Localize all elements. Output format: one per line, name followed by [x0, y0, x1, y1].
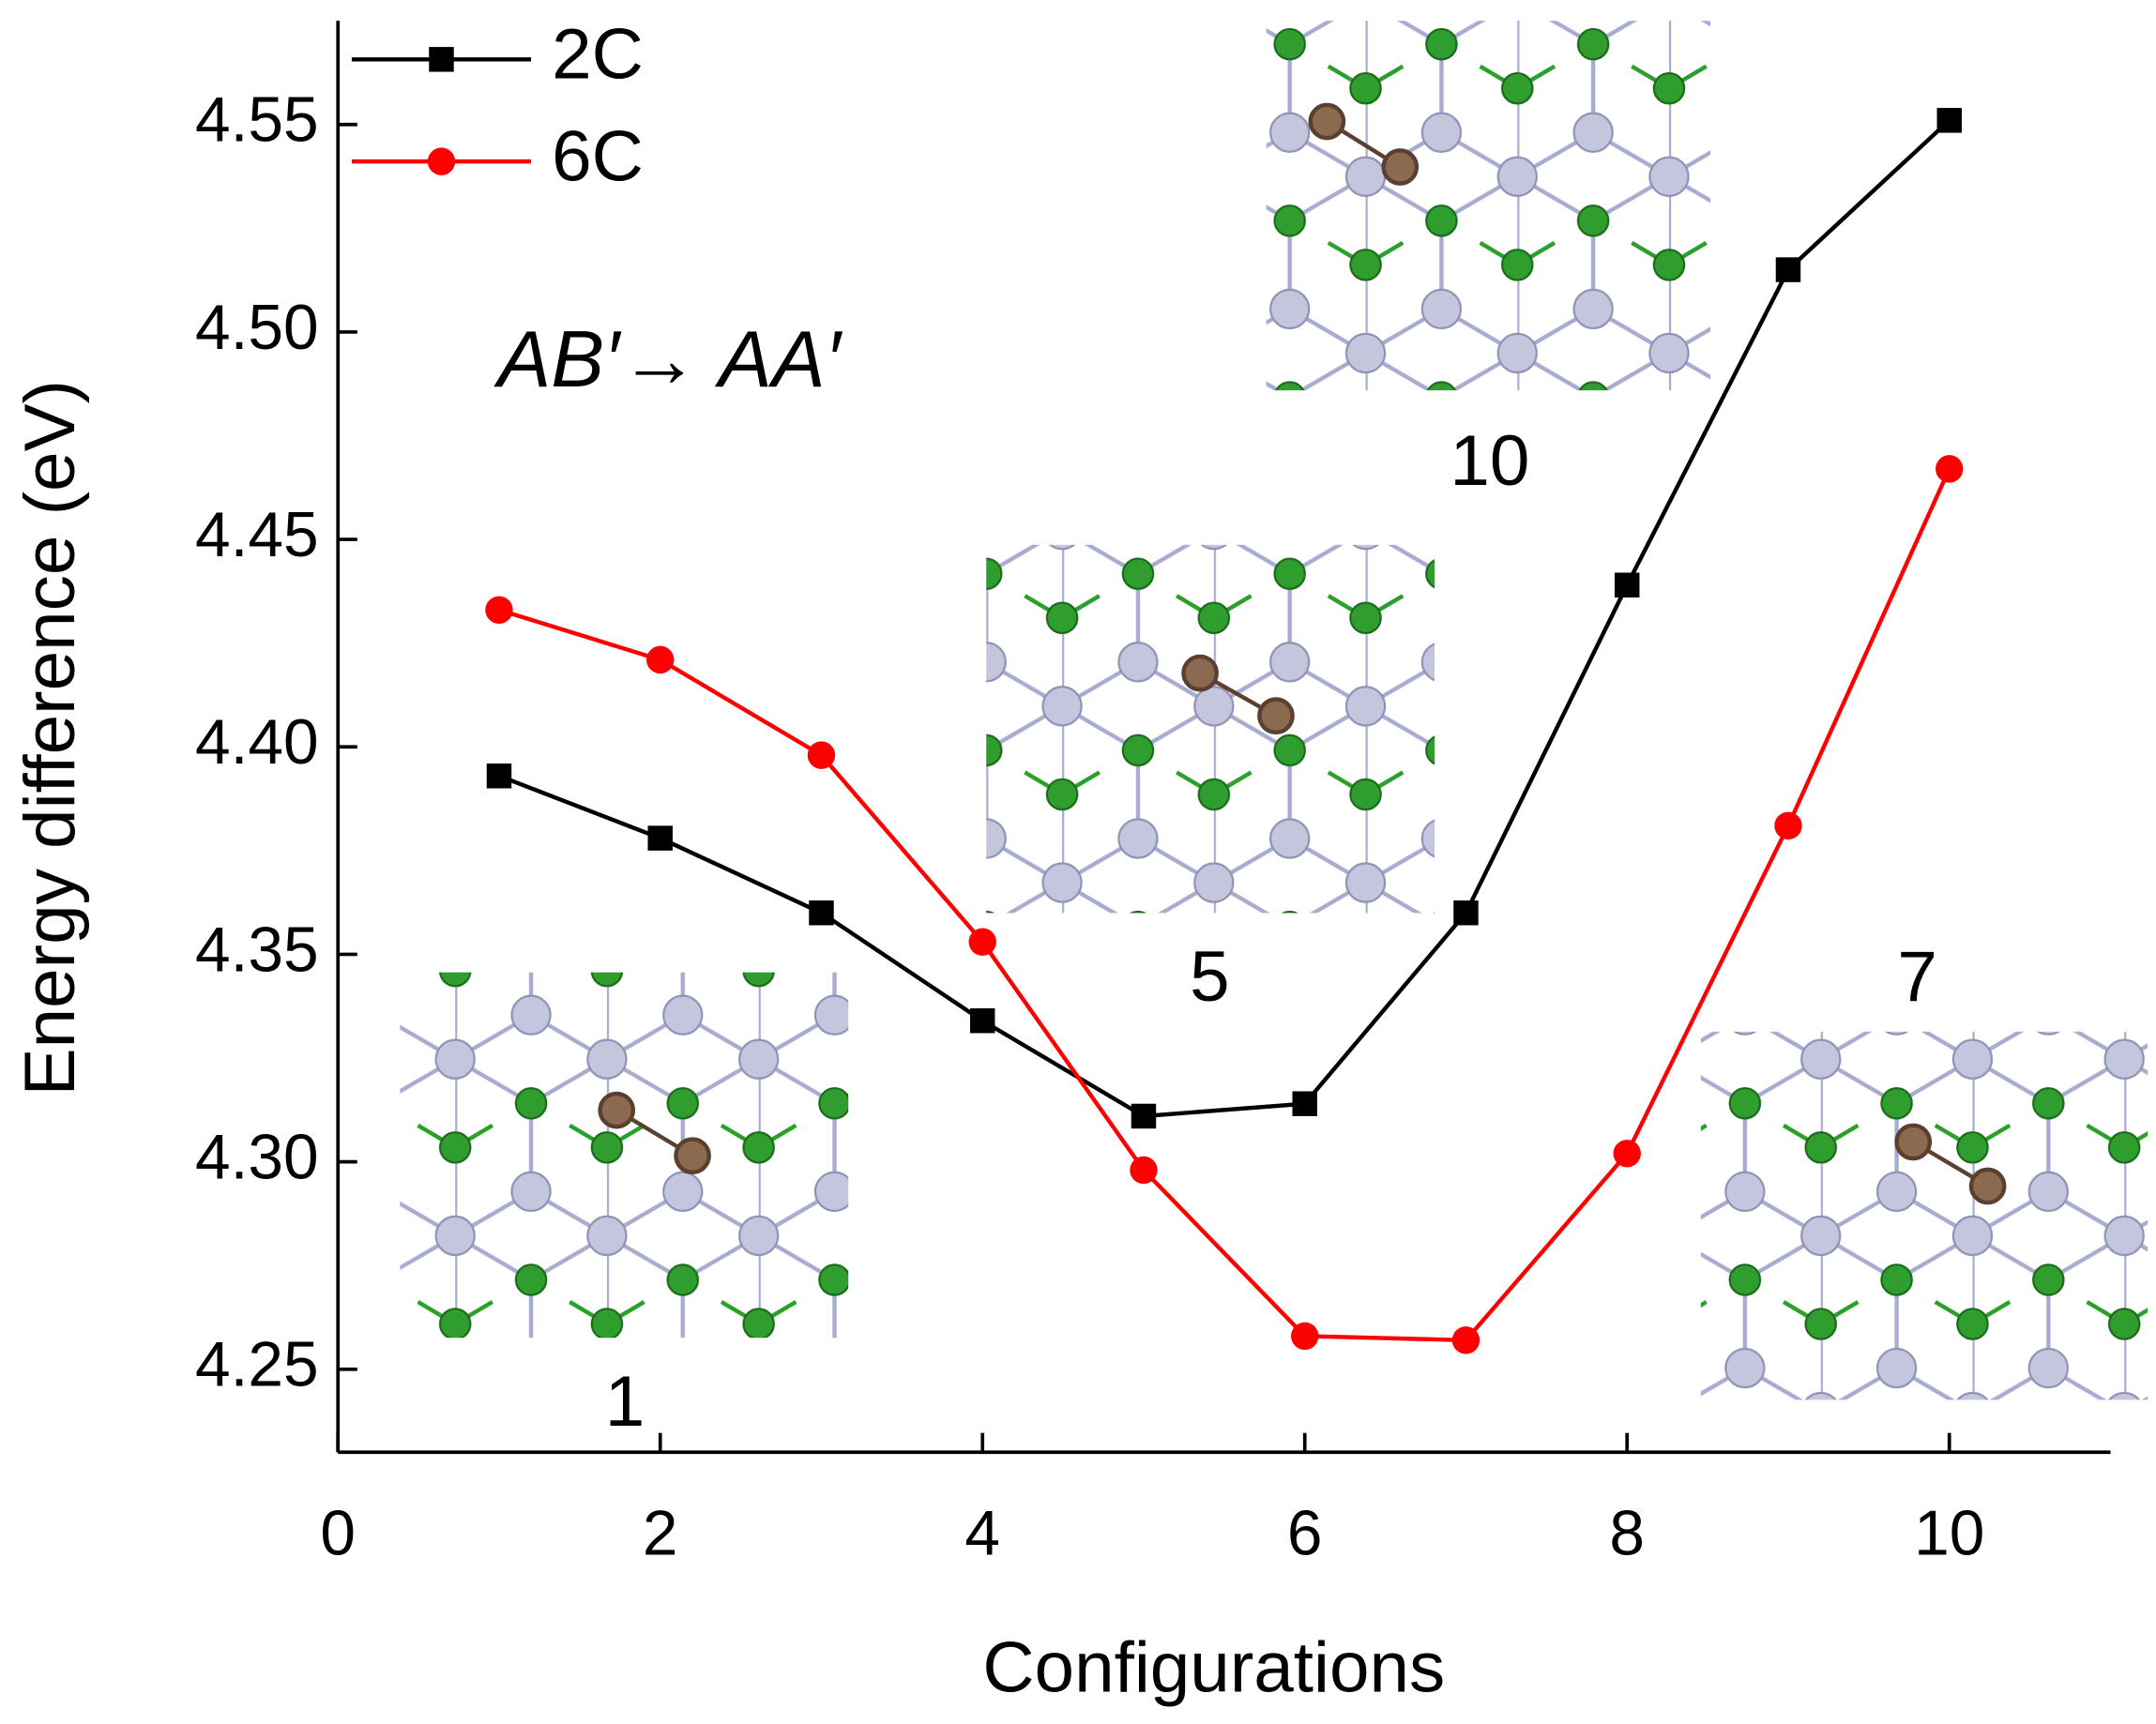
data-point: [968, 928, 996, 956]
legend-marker: [429, 47, 454, 72]
data-point: [1613, 1140, 1641, 1168]
x-tick-label: 2: [643, 1498, 678, 1568]
data-point: [1292, 1091, 1317, 1116]
data-point: [646, 645, 675, 674]
series-line: [498, 118, 1951, 1119]
data-point: [1131, 1103, 1157, 1129]
y-tick-label: 4.35: [195, 915, 319, 985]
structure-inset: [986, 544, 1435, 914]
inset-label: 1: [605, 1362, 645, 1442]
data-point: [1291, 1322, 1319, 1351]
structure-inset: [1700, 1031, 2148, 1400]
x-tick-label: 6: [1287, 1498, 1323, 1568]
y-tick-label: 4.40: [195, 707, 319, 778]
data-point: [1614, 572, 1640, 597]
x-tick-label: 0: [320, 1498, 356, 1568]
data-point: [969, 1007, 995, 1034]
data-point: [1775, 257, 1801, 282]
y-axis-label: Energy difference (eV): [10, 380, 90, 1096]
data-point: [1453, 900, 1479, 926]
data-point: [485, 596, 513, 624]
y-tick-label: 4.55: [195, 85, 319, 156]
x-axis-label: Configurations: [982, 1628, 1445, 1708]
data-point: [809, 900, 834, 926]
data-point: [1936, 455, 1964, 483]
x-tick-label: 8: [1609, 1498, 1645, 1568]
y-tick-label: 4.50: [195, 293, 319, 363]
legend-label: 6C: [552, 116, 644, 196]
x-tick-label: 10: [1914, 1498, 1984, 1568]
inset-label: 10: [1450, 421, 1529, 501]
carbon-pairs: [598, 102, 2007, 1205]
legend-marker: [427, 147, 456, 175]
structure-inset: [1266, 21, 1711, 391]
y-tick-label: 4.45: [195, 500, 319, 570]
reaction-annotation: AB′→ AA′: [493, 315, 843, 404]
data-point: [1936, 108, 1962, 133]
data-point: [1774, 811, 1802, 840]
data-point: [1451, 1326, 1480, 1354]
data-point: [486, 763, 512, 789]
legend-label: 2C: [552, 15, 644, 95]
series-line: [498, 467, 1951, 1343]
structure-inset: [400, 972, 849, 1338]
y-tick-label: 4.25: [195, 1330, 319, 1400]
y-tick-label: 4.30: [195, 1122, 319, 1192]
data-point: [647, 825, 673, 851]
inset-label: 5: [1190, 937, 1230, 1017]
data-point: [1130, 1156, 1158, 1185]
data-point: [807, 741, 836, 769]
inset-structures: [400, 21, 2148, 1400]
inset-label: 7: [1897, 937, 1937, 1017]
x-tick-label: 4: [964, 1498, 1000, 1568]
